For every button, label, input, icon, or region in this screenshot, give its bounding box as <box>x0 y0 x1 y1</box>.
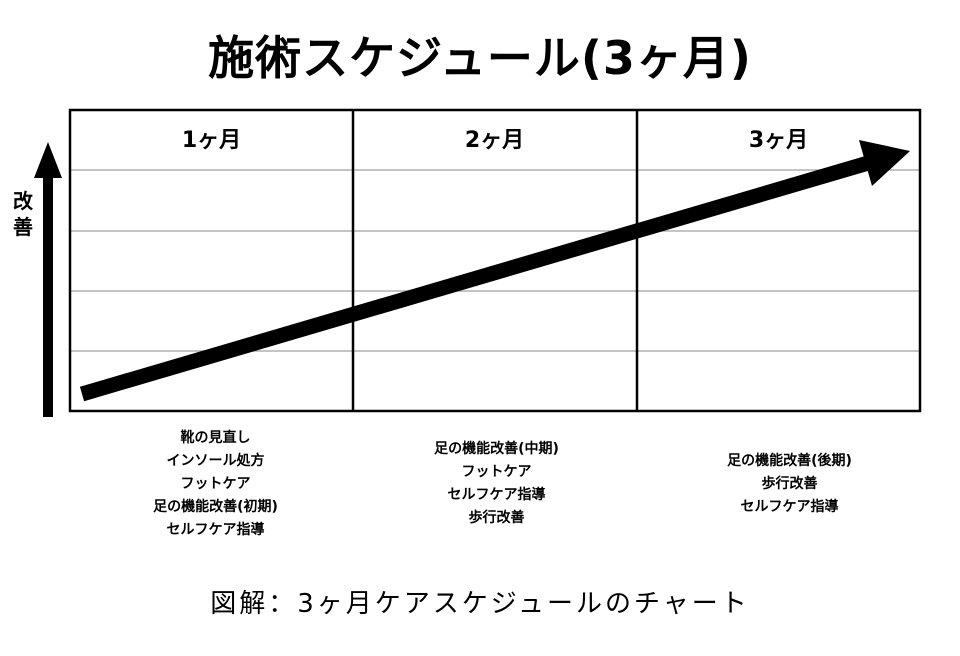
list-item: セルフケア指導 <box>166 522 265 538</box>
list-item: セルフケア指導 <box>740 499 839 515</box>
list-item: 足の機能改善(初期) <box>153 499 278 515</box>
diagonal-arrow-icon <box>79 140 910 402</box>
list-item: 歩行改善 <box>761 476 818 492</box>
list-item: セルフケア指導 <box>447 487 546 503</box>
list-item: 歩行改善 <box>468 510 525 526</box>
task-list-month-3: 足の機能改善(後期) 歩行改善 セルフケア指導 <box>648 450 931 519</box>
task-list-month-2: 足の機能改善(中期) フットケア セルフケア指導 歩行改善 <box>355 438 638 530</box>
column-header-month-3: 3ヶ月 <box>748 128 809 153</box>
list-item: フットケア <box>461 464 532 480</box>
page-title: 施術スケジュール(3ヶ月) <box>208 31 752 85</box>
list-item: フットケア <box>180 476 251 492</box>
list-item: 足の機能改善(中期) <box>434 441 559 457</box>
grid-lines <box>70 169 920 352</box>
column-header-month-2: 2ヶ月 <box>464 128 525 153</box>
list-item: 靴の見直し <box>180 430 251 446</box>
figure-caption: 図解：3ヶ月ケアスケジュールのチャート <box>210 589 750 619</box>
up-arrow-icon <box>34 142 62 417</box>
list-item: 足の機能改善(後期) <box>727 453 852 469</box>
column-header-month-1: 1ヶ月 <box>181 128 242 153</box>
chart-frame <box>68 108 922 413</box>
task-list-month-1: 靴の見直し インソール処方 フットケア 足の機能改善(初期) セルフケア指導 <box>74 427 357 542</box>
list-item: インソール処方 <box>166 453 265 469</box>
y-axis-label: 改善 <box>13 189 33 239</box>
